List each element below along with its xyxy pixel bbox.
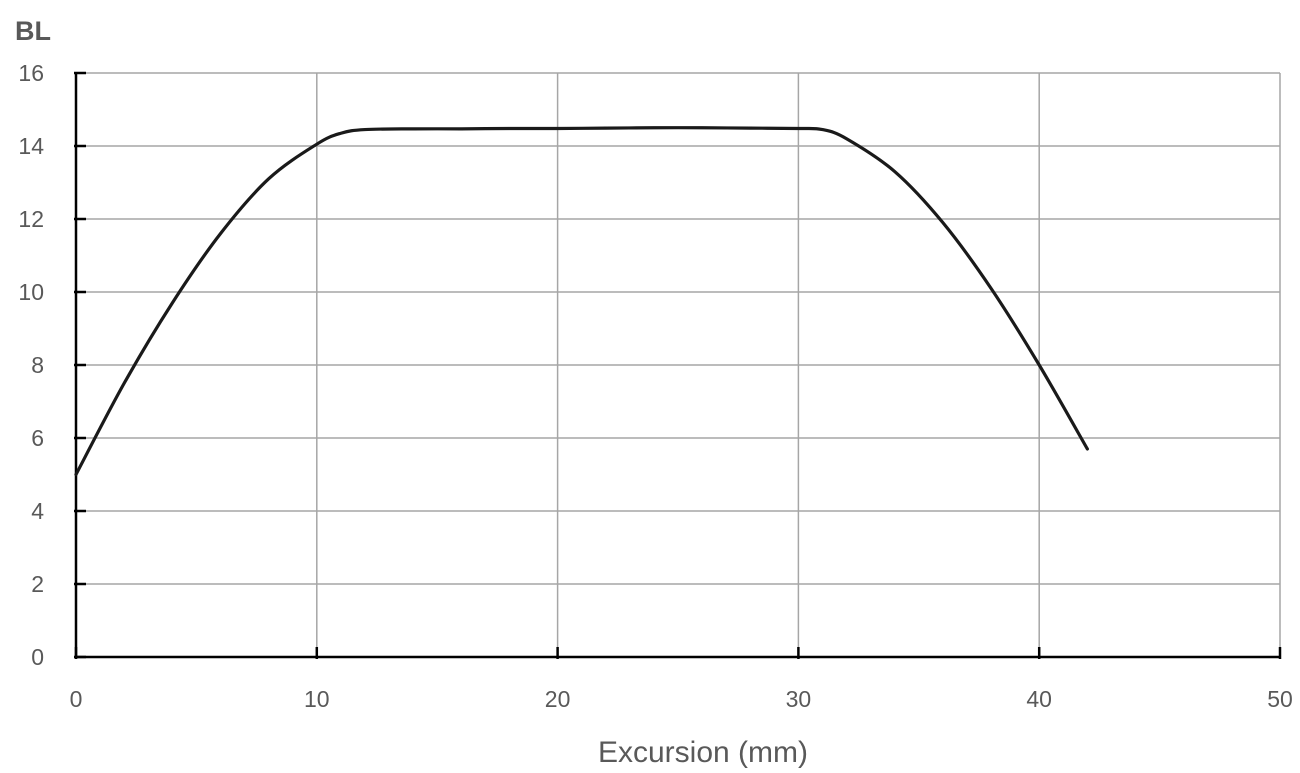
y-tick-label-10: 10 <box>18 279 44 305</box>
y-tick-label-0: 0 <box>31 644 44 670</box>
y-tick-label-16: 16 <box>18 60 44 86</box>
series-group <box>74 126 1089 477</box>
y-tick-labels: 0 2 4 6 8 10 12 14 16 <box>18 60 44 670</box>
y-tick-label-8: 8 <box>31 352 44 378</box>
grid-lines <box>76 72 1281 657</box>
x-tick-labels: 0 10 20 30 40 50 <box>70 686 1293 712</box>
y-tick-label-4: 4 <box>31 498 44 524</box>
tick-marks <box>74 71 1282 659</box>
y-tick-label-14: 14 <box>18 133 44 159</box>
y-tick-label-6: 6 <box>31 425 44 451</box>
x-tick-label-20: 20 <box>545 686 571 712</box>
x-tick-label-10: 10 <box>304 686 330 712</box>
y-tick-label-12: 12 <box>18 206 44 232</box>
y-tick-label-2: 2 <box>31 571 44 597</box>
x-tick-label-50: 50 <box>1267 686 1293 712</box>
x-tick-label-30: 30 <box>786 686 812 712</box>
x-tick-label-0: 0 <box>70 686 83 712</box>
y-axis-title: BL <box>15 16 51 46</box>
x-tick-label-40: 40 <box>1026 686 1052 712</box>
x-axis-title: Excursion (mm) <box>598 736 808 769</box>
series-line-0 <box>74 126 1089 477</box>
